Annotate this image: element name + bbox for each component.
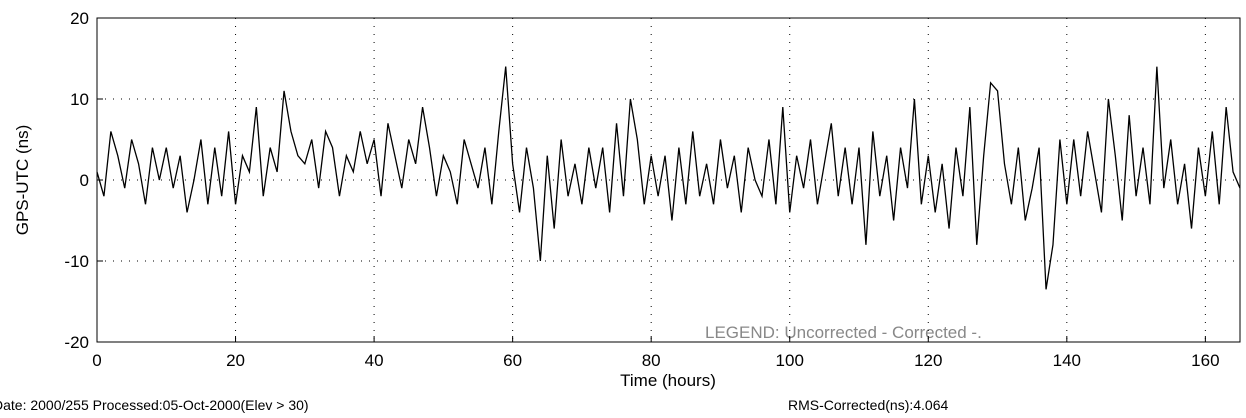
x-tick-label: 140 bbox=[1053, 351, 1081, 370]
x-tick-label: 0 bbox=[92, 351, 101, 370]
legend-text: LEGEND: Uncorrected - Corrected -. bbox=[705, 323, 982, 342]
y-tick-label: -10 bbox=[64, 252, 89, 271]
x-tick-label: 120 bbox=[914, 351, 942, 370]
x-tick-label: 60 bbox=[503, 351, 522, 370]
y-tick-label: 0 bbox=[80, 171, 89, 190]
y-tick-label: -20 bbox=[64, 333, 89, 352]
y-tick-label: 10 bbox=[70, 90, 89, 109]
plot-frame bbox=[96, 17, 1241, 343]
footer-left: Date: 2000/255 Processed:05-Oct-2000(Ele… bbox=[0, 397, 309, 413]
y-axis-label: GPS-UTC (ns) bbox=[13, 125, 32, 236]
data-line bbox=[96, 66, 1241, 290]
x-tick-label: 100 bbox=[776, 351, 804, 370]
x-tick-label: 40 bbox=[365, 351, 384, 370]
y-tick-label: 20 bbox=[70, 9, 89, 28]
x-axis-label: Time (hours) bbox=[620, 371, 716, 390]
x-tick-label: 20 bbox=[226, 351, 245, 370]
x-tick-label: 80 bbox=[642, 351, 661, 370]
x-tick-label: 160 bbox=[1191, 351, 1219, 370]
footer-right: RMS-Corrected(ns):4.064 bbox=[788, 397, 948, 413]
